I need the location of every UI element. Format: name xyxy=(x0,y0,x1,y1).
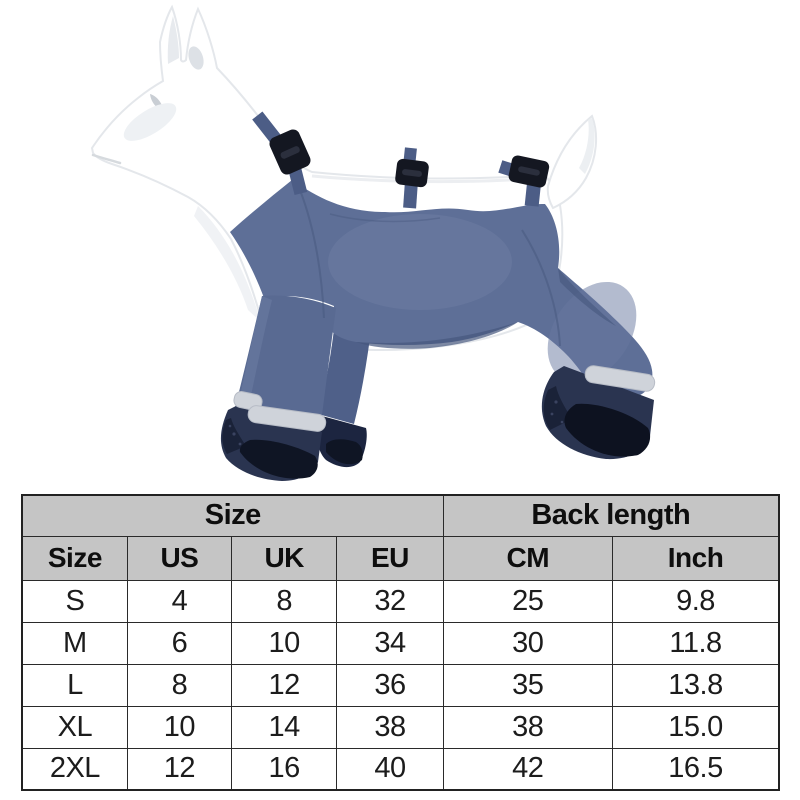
buckle-detail xyxy=(518,166,540,176)
size-chart-cell: 15.0 xyxy=(612,705,780,749)
table-row-l: L 8 12 36 35 13.8 xyxy=(21,663,780,707)
column-header-us: US xyxy=(126,535,233,581)
size-chart-cell: 9.8 xyxy=(612,579,780,623)
boot-texture xyxy=(228,400,564,446)
size-chart-cell: 16 xyxy=(231,747,338,791)
rear-boot-sole xyxy=(564,403,651,457)
group-header-row: Size Back length xyxy=(21,494,780,537)
size-chart-cell: 38 xyxy=(336,705,444,749)
coat-hem-wrinkle xyxy=(329,213,441,223)
dog-tail xyxy=(546,114,598,210)
size-chart-table: Size Back length Size US UK EU CM Inch S… xyxy=(21,494,780,791)
group-header-size: Size xyxy=(21,494,444,537)
column-header-size: Size xyxy=(21,535,128,581)
size-chart-cell: 42 xyxy=(442,747,614,791)
buckle-detail xyxy=(402,169,422,177)
tail-shape xyxy=(546,114,598,210)
thigh-highlight xyxy=(547,281,637,383)
size-chart-cell: 25 xyxy=(442,579,614,623)
size-chart-cell: 12 xyxy=(231,663,338,707)
column-header-row: Size US UK EU CM Inch xyxy=(21,535,780,581)
size-chart-cell: 38 xyxy=(442,705,614,749)
suspender-rear xyxy=(498,155,550,207)
size-chart-cell: L xyxy=(21,663,128,707)
throat-shadow xyxy=(194,206,261,322)
size-chart-cell: 30 xyxy=(442,621,614,665)
ear-inner-shadow xyxy=(188,46,204,70)
column-header-cm: CM xyxy=(442,535,614,581)
size-chart-cell: 6 xyxy=(126,621,233,665)
table-row-2xl: 2XL 12 16 40 42 16.5 xyxy=(21,747,780,791)
group-header-back-length: Back length xyxy=(442,494,780,537)
cheek-shadow xyxy=(123,103,177,141)
mouth-line xyxy=(91,153,122,165)
front-boot-sole xyxy=(239,439,318,479)
sleeve-highlight xyxy=(237,296,272,410)
size-chart-cell: 13.8 xyxy=(612,663,780,707)
column-header-eu: EU xyxy=(336,535,444,581)
table-row-m: M 6 10 34 30 11.8 xyxy=(21,621,780,665)
size-chart-cell: 36 xyxy=(336,663,444,707)
coat-highlight xyxy=(328,214,512,310)
far-front-boot-sole xyxy=(326,439,363,465)
webbing-strap xyxy=(403,181,418,209)
size-chart-cell: 34 xyxy=(336,621,444,665)
size-chart-cell: 10 xyxy=(126,705,233,749)
thigh-seam xyxy=(521,229,561,347)
size-chart-cell: 14 xyxy=(231,705,338,749)
suspender-shoulder xyxy=(252,111,311,196)
reflective-strap-front-leg xyxy=(247,405,327,432)
size-chart-cell: 35 xyxy=(442,663,614,707)
size-chart-cell: 10 xyxy=(231,621,338,665)
table-row-s: S 4 8 32 25 9.8 xyxy=(21,579,780,623)
size-chart-cell: 40 xyxy=(336,747,444,791)
dog-photo xyxy=(90,4,656,481)
column-header-inch: Inch xyxy=(612,535,780,581)
size-chart-cell: M xyxy=(21,621,128,665)
belly-shadow xyxy=(356,322,518,349)
size-chart-cell: 32 xyxy=(336,579,444,623)
reflective-straps xyxy=(233,365,656,432)
size-chart-cell: 8 xyxy=(126,663,233,707)
table-row-xl: XL 10 14 38 38 15.0 xyxy=(21,705,780,749)
size-chart-cell: 16.5 xyxy=(612,747,780,791)
suspender-straps xyxy=(252,111,550,209)
ear-inner-shadow xyxy=(167,16,179,64)
size-chart-cell: 8 xyxy=(231,579,338,623)
size-chart-cell: S xyxy=(21,579,128,623)
size-chart-cell: 4 xyxy=(126,579,233,623)
raincoat xyxy=(230,180,653,446)
size-chart-cell: 2XL xyxy=(21,747,128,791)
size-chart-cell: 11.8 xyxy=(612,621,780,665)
tail-shadow xyxy=(579,118,595,174)
buckle-detail xyxy=(280,146,300,159)
reflective-strap-rear-leg xyxy=(584,365,656,392)
shoulder-seam xyxy=(299,189,325,319)
suspender-middle xyxy=(395,147,429,209)
size-chart-cell: XL xyxy=(21,705,128,749)
column-header-uk: UK xyxy=(231,535,338,581)
size-chart-cell: 12 xyxy=(126,747,233,791)
